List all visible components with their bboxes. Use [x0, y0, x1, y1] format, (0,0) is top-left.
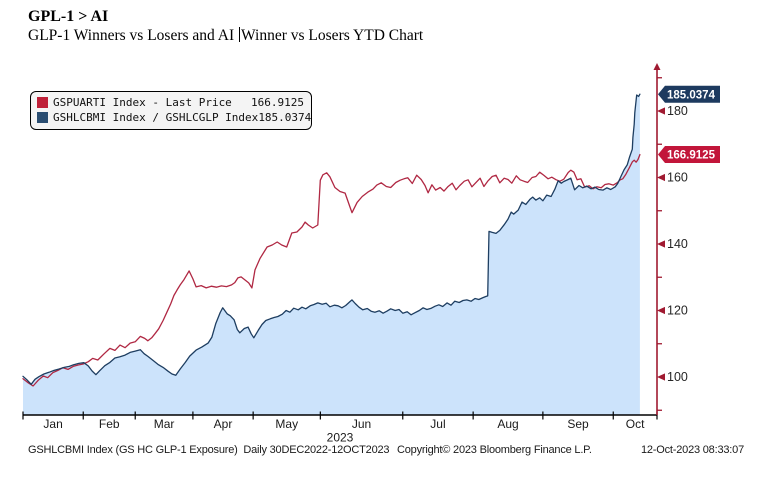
x-month-label: Jan — [43, 417, 62, 431]
footer-timestamp: 12-Oct-2023 08:33:07 — [640, 444, 744, 456]
x-month-label: Aug — [497, 417, 518, 431]
text-cursor — [239, 27, 241, 42]
y-major-tick-arrow-icon — [657, 173, 665, 182]
y-tick-label: 180 — [667, 104, 688, 118]
y-major-tick-arrow-icon — [657, 306, 665, 315]
legend-row-1[interactable]: GSHLCBMI Index / GSHLCGLP Index 185.0374 — [37, 110, 311, 125]
legend-label: GSHLCBMI Index / GSHLCGLP Index — [53, 111, 259, 124]
subtitle-text-before: GLP-1 Winners vs Losers and AI — [28, 27, 239, 44]
y-major-tick-arrow-icon — [657, 373, 665, 381]
y-tick-label: 120 — [667, 304, 688, 318]
legend-value: 166.9125 — [251, 96, 304, 109]
legend-row-0[interactable]: GSPUARTI Index - Last Price 166.9125 — [37, 95, 304, 110]
legend-label: GSPUARTI Index - Last Price — [53, 96, 232, 109]
x-month-label: Jul — [430, 417, 445, 431]
series-lines-layer — [22, 93, 641, 387]
legend-swatch-icon — [37, 97, 48, 108]
series-line-0 — [22, 153, 641, 387]
y-tick-label: 160 — [667, 171, 688, 185]
subtitle-text-after: Winner vs Losers YTD Chart — [241, 27, 424, 44]
x-month-label: Feb — [99, 417, 120, 431]
page-title: GPL-1 > AI — [28, 8, 109, 25]
price-flag-value: 185.0374 — [667, 89, 716, 101]
price-flag-value: 166.9125 — [667, 150, 716, 162]
chart-legend[interactable]: GSPUARTI Index - Last Price 166.9125 GSHLC… — [30, 91, 312, 130]
footer-copyright: Copyright© 2023 Bloomberg Finance L.P. — [397, 444, 592, 456]
footer-index-description: GSHLCBMI Index (GS HC GLP-1 Exposure) Da… — [28, 444, 390, 456]
x-year-label: 2023 — [327, 431, 354, 445]
legend-swatch-icon — [37, 112, 48, 123]
x-axis: Jan Feb Mar Apr May Jun Jul Aug Sep Oct 2023 — [22, 411, 658, 445]
price-flag-0 — [658, 85, 720, 103]
area-fill-layer — [23, 94, 640, 415]
chart-subtitle-input[interactable]: GLP-1 Winners vs Losers and AI Winner vs… — [28, 27, 423, 45]
y-axis: 100 120 140 160 180 — [653, 63, 688, 415]
x-month-label: May — [275, 417, 298, 431]
x-month-label: Jun — [352, 417, 371, 431]
y-tick-label: 140 — [667, 237, 688, 251]
chart-footer: GSHLCBMI Index (GS HC GLP-1 Exposure) Da… — [0, 444, 760, 460]
area-fill-1 — [23, 94, 640, 415]
y-major-tick-arrow-icon — [657, 240, 665, 248]
y-major-tick-arrow-icon — [657, 107, 665, 115]
series-line-1 — [22, 93, 641, 385]
y-tick-label: 100 — [667, 370, 688, 384]
y-axis-top-arrow-icon — [653, 63, 661, 70]
x-month-label: Sep — [567, 417, 589, 431]
price-flag-1 — [658, 146, 720, 164]
x-month-label: Mar — [154, 417, 175, 431]
legend-value: 185.0374 — [258, 111, 312, 124]
last-price-flags: 185.0374 166.9125 — [658, 85, 720, 164]
x-month-label: Apr — [214, 417, 233, 431]
x-month-label: Oct — [626, 417, 645, 431]
